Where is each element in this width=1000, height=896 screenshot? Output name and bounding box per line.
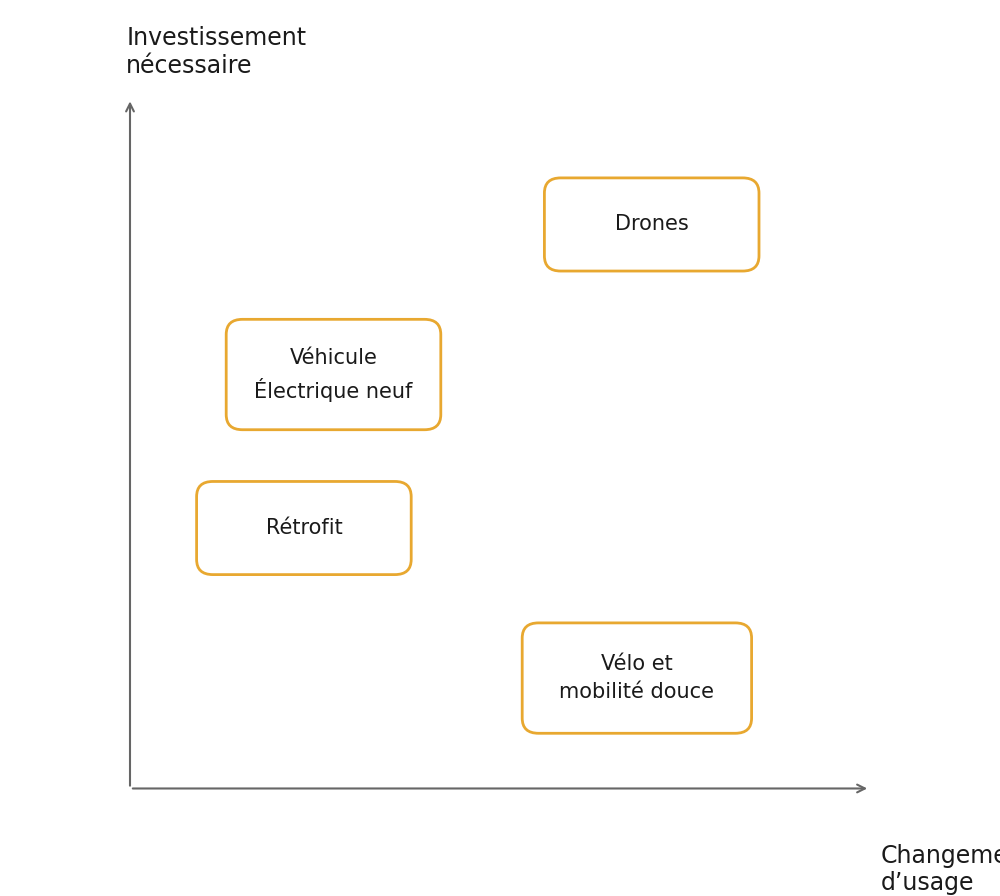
FancyBboxPatch shape [197, 481, 411, 574]
Text: Vélo et
mobilité douce: Vélo et mobilité douce [559, 654, 714, 702]
FancyBboxPatch shape [226, 319, 441, 430]
Text: Véhicule
Électrique neuf: Véhicule Électrique neuf [254, 348, 413, 401]
FancyBboxPatch shape [544, 178, 759, 271]
Text: Drones: Drones [615, 214, 689, 235]
Text: Rétrofit: Rétrofit [266, 518, 342, 538]
FancyBboxPatch shape [522, 623, 752, 733]
Text: Changement
d’usage: Changement d’usage [881, 844, 1000, 895]
Text: Investissement
nécessaire: Investissement nécessaire [126, 26, 306, 78]
